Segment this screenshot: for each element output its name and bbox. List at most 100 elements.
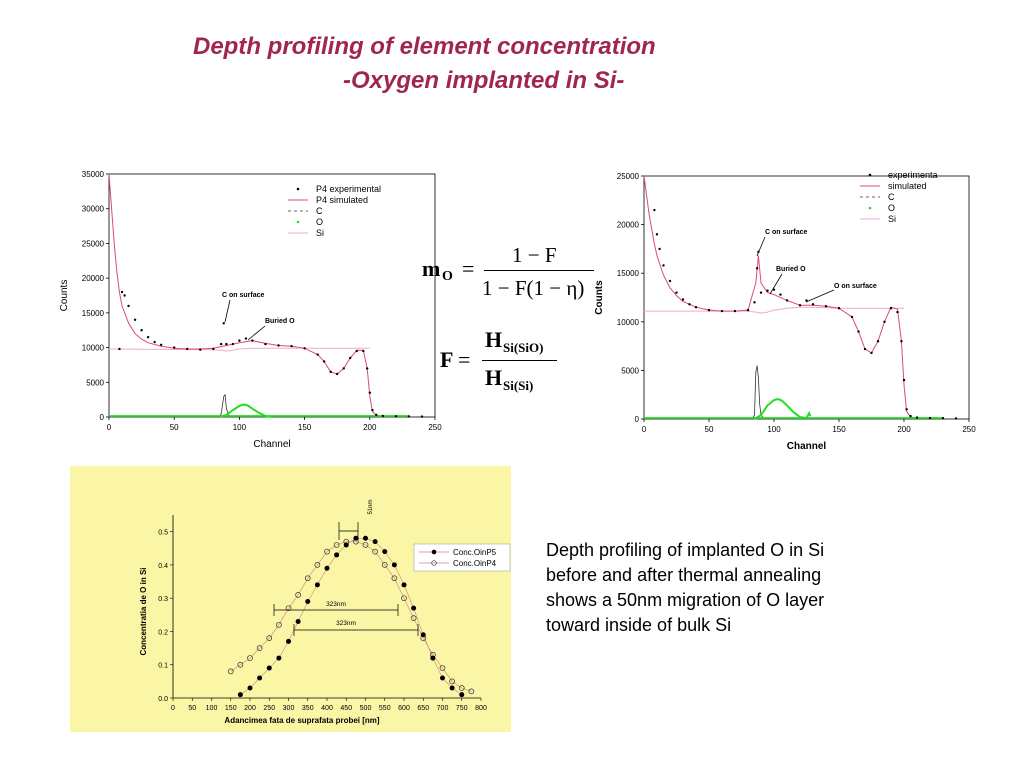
p5-point — [295, 618, 301, 624]
legend-label: O — [888, 203, 895, 213]
x-tick-label: 700 — [437, 705, 449, 712]
experimental-point — [733, 309, 737, 313]
p5-point — [266, 665, 272, 671]
y-tick-label: 25000 — [617, 172, 640, 181]
experimental-point — [394, 415, 398, 418]
formula-m-oxygen: m O = 1 − F 1 − F(1 − η) — [422, 243, 594, 313]
experimental-point — [905, 408, 908, 411]
legend-marker — [296, 220, 300, 224]
experimental-point — [153, 340, 156, 344]
experimental-point — [928, 416, 932, 420]
slide-title-line-1: Depth profiling of element concentration — [193, 33, 656, 60]
x-axis-label: Channel — [253, 439, 290, 450]
experimental-point — [954, 417, 958, 420]
legend-label: C — [888, 192, 895, 202]
p4-point — [324, 548, 330, 555]
experimental-point — [322, 360, 326, 363]
p4-point — [362, 542, 369, 548]
formula-m-equals: = — [462, 256, 475, 281]
experimental-point — [653, 208, 656, 212]
experimental-point — [277, 344, 280, 347]
formula-f-denominator-subscript: Si(Si) — [503, 378, 534, 393]
p5-point — [247, 685, 253, 691]
annotation-arrow — [224, 299, 231, 323]
experimental-point — [658, 247, 661, 251]
p4-point — [468, 688, 475, 695]
p4-point — [304, 575, 311, 582]
y-tick-label: 0.3 — [158, 596, 168, 603]
experimental-point — [707, 308, 711, 312]
experimental-point — [688, 303, 691, 306]
formula-m-fraction-bar — [484, 270, 594, 271]
experimental-point — [694, 306, 698, 309]
experimental-point — [123, 294, 126, 297]
x-tick-label: 150 — [225, 705, 237, 712]
formula-m-lhs: m — [422, 256, 441, 281]
p4-point — [449, 678, 455, 685]
p5-point — [276, 655, 282, 661]
y-tick-label: 5000 — [86, 378, 104, 387]
y-tick-label: 20000 — [617, 221, 640, 230]
experimental-point — [231, 342, 235, 346]
y-tick-label: 10000 — [617, 318, 640, 327]
x-tick-label: 650 — [417, 705, 429, 712]
experimental-point — [681, 298, 685, 301]
experimental-point — [757, 250, 760, 254]
experimental-point — [883, 320, 886, 323]
annotation-arrow — [247, 325, 266, 341]
x-tick-label: 800 — [475, 705, 487, 712]
x-tick-label: 500 — [360, 705, 372, 712]
experimental-point — [349, 356, 352, 360]
legend-label: Si — [316, 228, 324, 238]
experimental-point — [772, 288, 776, 291]
experimental-point — [863, 347, 867, 351]
experimental-point — [915, 416, 919, 419]
annotation-arrow — [805, 289, 835, 303]
series-simulated-line — [643, 175, 918, 419]
plot-frame — [643, 175, 970, 420]
p5-point — [382, 549, 388, 555]
annotation-label: O on surface — [834, 283, 877, 290]
experimental-point — [889, 306, 893, 310]
experimental-point — [355, 349, 358, 353]
experimental-point — [766, 289, 769, 292]
experimental-point — [720, 309, 724, 313]
p5-point — [401, 582, 407, 588]
p4-point — [372, 548, 378, 555]
p5-point — [449, 685, 455, 691]
experimental-point — [264, 342, 267, 346]
y-tick-label: 15000 — [82, 309, 105, 318]
shift-label: 51nm — [368, 499, 374, 514]
x-tick-label: 200 — [244, 705, 256, 712]
annotation-arrow — [756, 236, 766, 257]
y-axis-label: Counts — [59, 280, 70, 312]
experimental-point — [668, 279, 672, 283]
p4-point — [247, 655, 253, 661]
experimental-point — [146, 335, 150, 339]
p5-point — [430, 655, 436, 661]
x-tick-label: 550 — [379, 705, 391, 712]
p4-point — [391, 575, 398, 582]
p4-point — [381, 562, 388, 568]
experimental-point — [675, 291, 678, 294]
experimental-point — [290, 344, 293, 348]
p4-point — [439, 665, 446, 671]
experimental-point — [941, 417, 945, 420]
experimental-point — [212, 347, 215, 351]
experimental-point — [798, 304, 802, 307]
legend-marker — [868, 206, 872, 210]
y-tick-label: 0.1 — [158, 663, 168, 670]
legend-label: simulated — [888, 181, 927, 191]
x-tick-label: 350 — [302, 705, 314, 712]
y-tick-label: 25000 — [82, 239, 105, 248]
p4-point — [314, 562, 321, 568]
annotation-arrow — [769, 273, 783, 295]
formula-f-fraction-bar — [482, 360, 557, 361]
experimental-point — [303, 347, 306, 350]
y-tick-label: 30000 — [82, 205, 105, 214]
x-axis-label: Channel — [787, 441, 827, 452]
formula-f-numerator-h: H — [485, 327, 503, 352]
annotation-label: C on surface — [765, 229, 808, 236]
